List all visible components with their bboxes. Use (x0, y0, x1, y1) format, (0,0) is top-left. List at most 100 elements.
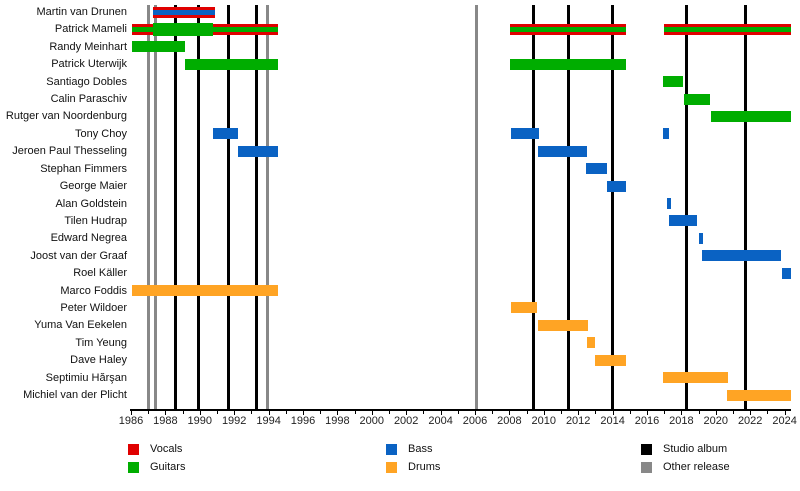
axis-minor-tick (595, 411, 597, 414)
member-label: Joost van der Graaf (30, 249, 127, 262)
member-bar (698, 232, 703, 244)
member-bar (537, 145, 587, 157)
member-bar (212, 128, 238, 140)
axis-tick (234, 411, 236, 415)
axis-tick (303, 411, 304, 415)
axis-minor-tick (561, 411, 562, 414)
legend-label: Studio album (663, 443, 728, 455)
axis-tick (715, 411, 717, 415)
axis-year-label: 1996 (290, 415, 316, 427)
axis-year-label: 2012 (565, 415, 591, 427)
member-bar (585, 163, 607, 175)
member-label: Edward Negrea (50, 232, 127, 245)
member-bar (153, 6, 216, 18)
studio-album-line (196, 5, 200, 410)
member-label: Tony Choy (75, 127, 127, 140)
axis-tick (647, 411, 648, 415)
member-bar (664, 23, 791, 35)
vocals-swatch-icon (128, 443, 139, 455)
studio-album-line (743, 5, 747, 410)
axis-minor-tick (217, 411, 218, 414)
member-bar (683, 93, 710, 105)
legend-label: Drums (408, 461, 441, 473)
axis-minor-tick (389, 411, 390, 414)
x-axis-line (130, 409, 791, 411)
member-bar (710, 110, 791, 122)
legend-label: Bass (408, 443, 433, 455)
axis-minor-tick (354, 411, 356, 414)
axis-minor-tick (457, 411, 459, 414)
axis-minor-tick (182, 411, 184, 414)
axis-tick (371, 411, 373, 415)
studio-swatch-icon (641, 443, 652, 455)
axis-year-label: 1998 (325, 415, 350, 427)
member-label: Santiago Dobles (46, 75, 127, 88)
member-bar (131, 285, 279, 297)
axis-tick (337, 411, 339, 415)
member-bar (511, 128, 539, 140)
member-bar (666, 198, 672, 209)
axis-minor-tick (526, 411, 528, 414)
member-label: Septimiu Hărşan (45, 371, 127, 384)
axis-tick (165, 411, 167, 415)
member-label: Martin van Drunen (36, 6, 128, 18)
legend-item-other: Other release (641, 461, 730, 473)
axis-year-label: 2018 (669, 415, 694, 427)
axis-tick (406, 411, 408, 415)
axis-tick (681, 411, 683, 415)
member-label: Tim Yeung (75, 336, 127, 349)
axis-year-label: 2006 (462, 415, 488, 427)
legend-label: Vocals (150, 443, 183, 455)
guitars-swatch-icon (128, 461, 139, 473)
axis-tick (578, 411, 580, 415)
member-bar (702, 250, 782, 262)
axis-year-label: 1986 (118, 415, 144, 427)
studio-album-line (611, 5, 615, 410)
member-bar (510, 23, 627, 35)
axis-tick (475, 411, 476, 415)
legend-label: Guitars (150, 461, 186, 473)
member-label: Jeroen Paul Thesseling (12, 145, 127, 158)
member-label: Marco Foddis (60, 284, 127, 297)
axis-minor-tick (320, 411, 322, 414)
member-bar (511, 302, 537, 314)
member-label: Patrick Uterwijk (51, 58, 127, 71)
legend-label: Other release (663, 461, 730, 473)
member-bar (595, 354, 627, 366)
axis-tick (268, 411, 270, 415)
axis-minor-tick (285, 411, 287, 414)
member-bar (663, 128, 670, 140)
studio-album-line (226, 5, 230, 410)
other-release-line (266, 5, 270, 410)
legend-item-drums: Drums (386, 461, 440, 473)
member-label: Patrick Mameli (54, 23, 127, 36)
axis-minor-tick (629, 411, 631, 414)
legend-item-studio: Studio album (641, 443, 727, 455)
axis-minor-tick (767, 411, 769, 414)
member-bar (153, 22, 213, 36)
axis-year-label: 2022 (737, 415, 763, 427)
bass-swatch-icon (386, 443, 397, 455)
member-label: Tilen Hudrap (64, 214, 127, 227)
axis-tick (543, 411, 545, 415)
member-bar (131, 23, 154, 35)
member-label: Alan Goldstein (55, 197, 127, 210)
member-bar (131, 41, 186, 53)
axis-year-label: 1988 (153, 415, 178, 427)
member-bar (782, 267, 791, 279)
member-label: Dave Haley (70, 354, 127, 367)
member-bar (663, 76, 684, 88)
drums-swatch-icon (386, 461, 397, 473)
member-label: Stephan Fimmers (40, 162, 127, 175)
axis-tick (131, 411, 132, 415)
member-bar (237, 145, 279, 157)
axis-minor-tick (251, 411, 253, 414)
member-bar (537, 319, 588, 331)
studio-album-line (174, 5, 178, 410)
other-release-line (146, 5, 150, 410)
member-bar (726, 389, 792, 401)
axis-year-label: 2024 (772, 415, 797, 427)
member-label: Michiel van der Plicht (23, 389, 127, 402)
member-label: Randy Meinhart (49, 40, 127, 53)
